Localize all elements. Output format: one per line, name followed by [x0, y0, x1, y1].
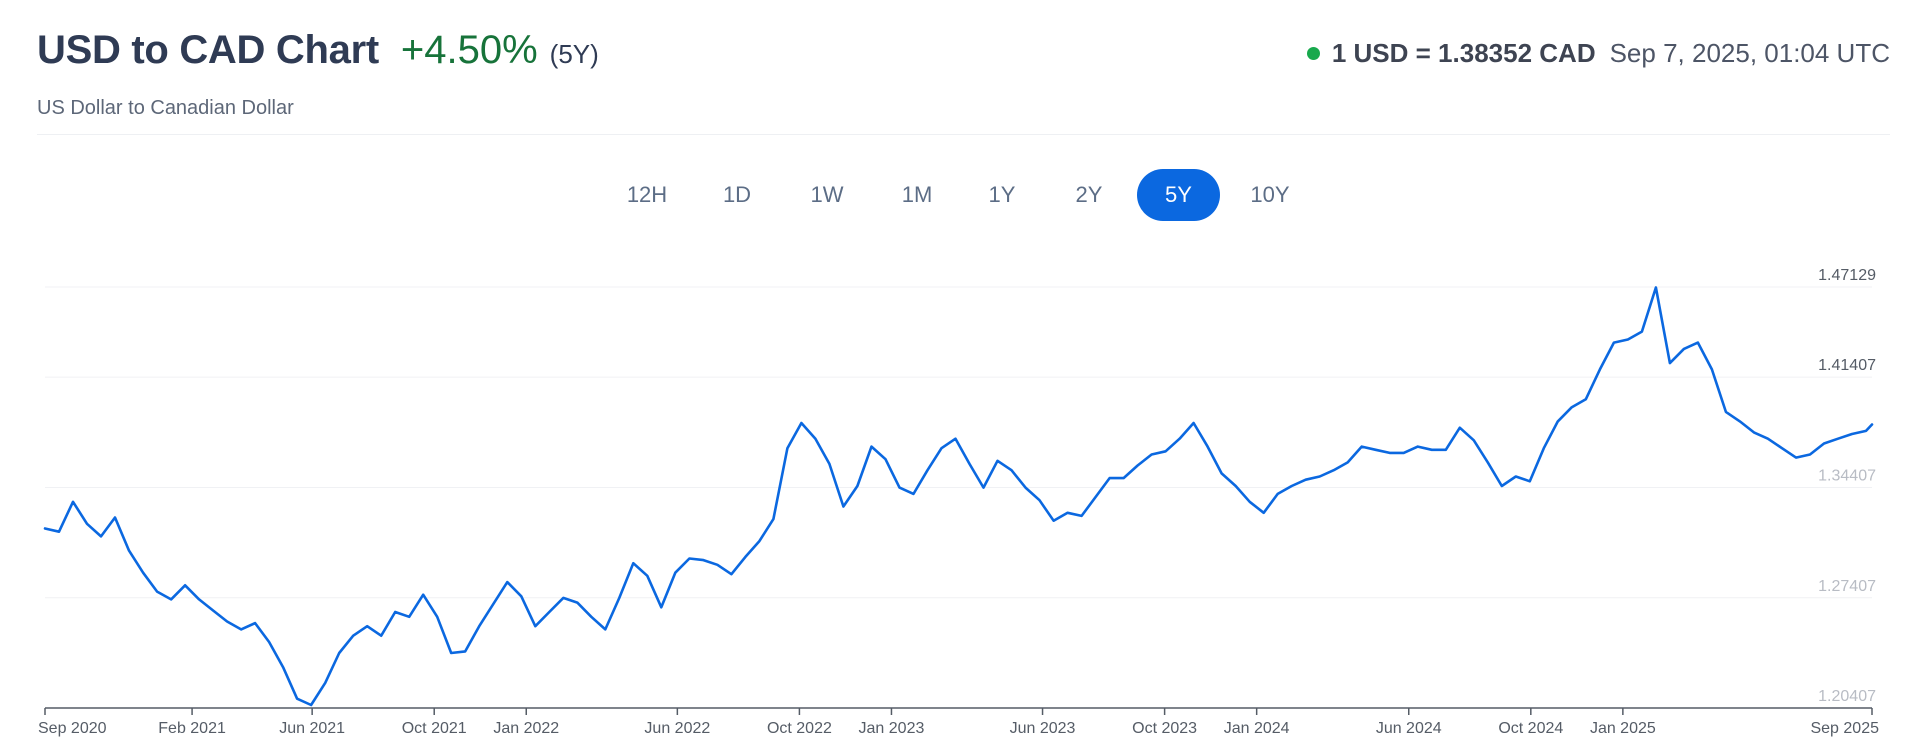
tab-2y[interactable]: 2Y [1075, 182, 1103, 207]
period-label: (5Y) [549, 39, 599, 69]
current-rate: 1 USD = 1.38352 CAD Sep 7, 2025, 01:04 U… [1306, 38, 1890, 69]
page-subtitle: US Dollar to Canadian Dollar [37, 97, 294, 119]
percent-change: +4.50% [400, 28, 538, 72]
y-tick-label: 1.47129 [1818, 267, 1876, 284]
tab-1m[interactable]: 1M [901, 182, 933, 207]
x-tick-label: Feb 2021 [158, 720, 226, 737]
x-tick-label: Jan 2025 [1590, 720, 1656, 737]
rate-timestamp: Sep 7, 2025, 01:04 UTC [1609, 38, 1890, 68]
x-tick-label: Sep 2020 [38, 720, 107, 737]
x-tick-label: Jan 2022 [493, 720, 559, 737]
x-tick-label: Oct 2024 [1498, 720, 1563, 737]
tab-5y[interactable]: 5Y [1137, 169, 1220, 221]
tab-10y[interactable]: 10Y [1250, 182, 1290, 207]
x-tick-label: Oct 2023 [1132, 720, 1197, 737]
x-tick-label: Sep 2025 [1810, 720, 1879, 737]
y-tick-label: 1.27407 [1818, 578, 1876, 595]
live-status-dot-icon [1306, 47, 1320, 60]
x-tick-label: Jun 2023 [1010, 720, 1076, 737]
y-tick-label: 1.41407 [1818, 357, 1876, 374]
tab-1w[interactable]: 1W [810, 182, 844, 207]
x-tick-label: Jun 2021 [279, 720, 345, 737]
header-divider [37, 134, 1890, 135]
y-tick-label: 1.34407 [1818, 467, 1876, 484]
x-tick-label: Jan 2023 [859, 720, 925, 737]
tab-12h[interactable]: 12H [626, 182, 668, 207]
y-tick-label: 1.20407 [1818, 688, 1876, 705]
x-tick-label: Jan 2024 [1224, 720, 1290, 737]
range-tabs: 12H 1D 1W 1M 1Y 2Y 5Y 10Y [0, 169, 1920, 221]
x-tick-label: Jun 2024 [1376, 720, 1442, 737]
tab-1d[interactable]: 1D [722, 182, 752, 207]
x-tick-label: Oct 2022 [767, 720, 832, 737]
chart-header: USD to CAD Chart +4.50% (5Y) [37, 28, 599, 73]
x-tick-label: Oct 2021 [402, 720, 467, 737]
x-tick-label: Jun 2022 [644, 720, 710, 737]
page-title: USD to CAD Chart [37, 28, 379, 72]
usd-cad-rate-line [43, 286, 1874, 707]
rate-value: 1 USD = 1.38352 CAD [1331, 38, 1596, 68]
tab-1y[interactable]: 1Y [988, 182, 1016, 207]
